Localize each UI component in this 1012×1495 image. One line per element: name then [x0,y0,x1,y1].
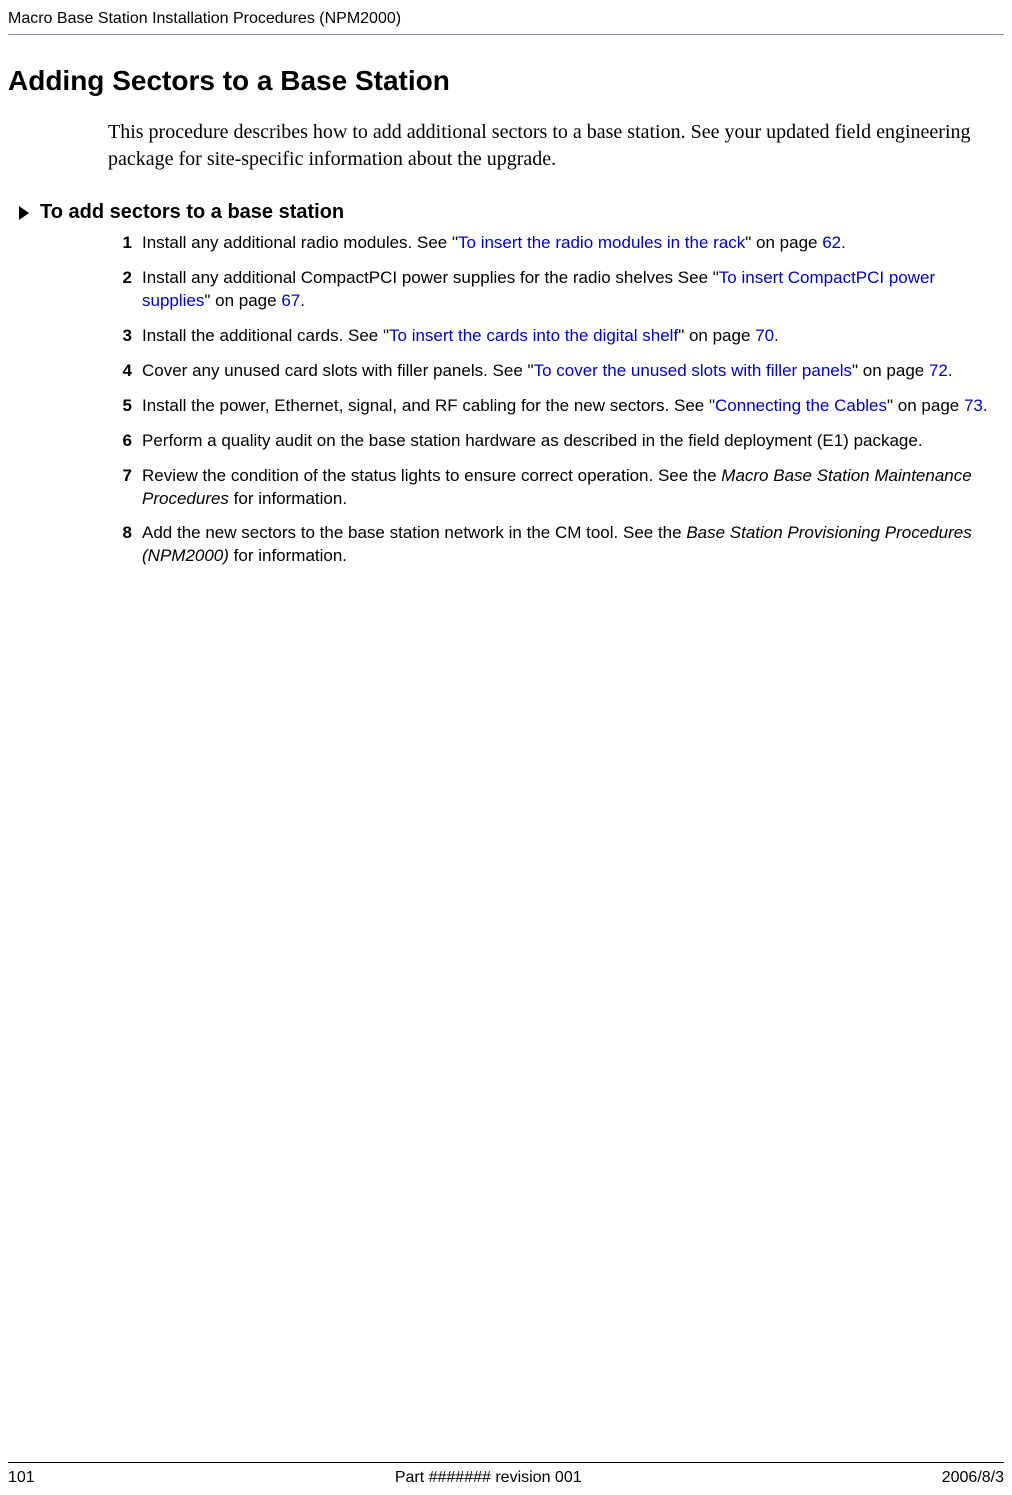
step-text: for information. [229,489,347,508]
step-item: Install the power, Ethernet, signal, and… [108,395,1004,430]
step-text: Cover any unused card slots with filler … [142,361,534,380]
step-text: " on page [678,326,755,345]
task-heading-row: To add sectors to a base station [8,201,1004,224]
cross-ref-link[interactable]: 70 [755,326,774,345]
step-list: Install any additional radio modules. Se… [8,232,1004,580]
step-text: . [774,326,779,345]
step-item: Install any additional radio modules. Se… [108,232,1004,267]
cross-ref-link[interactable]: Connecting the Cables [715,396,887,415]
step-text: " on page [204,291,281,310]
header-rule [8,34,1004,35]
step-text: Install any additional radio modules. Se… [142,233,458,252]
step-text: " on page [887,396,964,415]
step-text: . [983,396,988,415]
cross-ref-link[interactable]: 67 [281,291,300,310]
cross-ref-link[interactable]: To insert the cards into the digital she… [389,326,678,345]
step-text: . [300,291,305,310]
step-text: Install the power, Ethernet, signal, and… [142,396,715,415]
step-item: Review the condition of the status light… [108,465,1004,523]
step-text: Install the additional cards. See " [142,326,389,345]
footer-part: Part ####### revision 001 [395,1469,582,1487]
step-item: Add the new sectors to the base station … [108,522,1004,580]
task-heading: To add sectors to a base station [40,201,344,224]
page-title: Adding Sectors to a Base Station [8,65,1004,97]
cross-ref-link[interactable]: 62 [822,233,841,252]
step-text: Add the new sectors to the base station … [142,523,686,542]
cross-ref-link[interactable]: 72 [929,361,948,380]
step-text: " on page [745,233,822,252]
step-item: Perform a quality audit on the base stat… [108,430,1004,465]
footer-page-number: 101 [8,1469,35,1487]
cross-ref-link[interactable]: 73 [964,396,983,415]
step-item: Cover any unused card slots with filler … [108,360,1004,395]
running-header: Macro Base Station Installation Procedur… [8,10,1004,34]
step-text: " on page [852,361,929,380]
step-item: Install the additional cards. See "To in… [108,325,1004,360]
step-text: . [948,361,953,380]
cross-ref-link[interactable]: To insert the radio modules in the rack [458,233,745,252]
cross-ref-link[interactable]: To cover the unused slots with filler pa… [534,361,852,380]
step-item: Install any additional CompactPCI power … [108,267,1004,325]
page-footer: 101 Part ####### revision 001 2006/8/3 [8,1462,1004,1487]
intro-paragraph: This procedure describes how to add addi… [8,119,1004,173]
step-text: . [841,233,846,252]
step-text: Review the condition of the status light… [142,466,721,485]
step-text: for information. [229,546,347,565]
footer-rule [8,1462,1004,1463]
step-text: Install any additional CompactPCI power … [142,268,719,287]
triangle-bullet-icon [18,205,30,221]
footer-date: 2006/8/3 [942,1469,1004,1487]
step-text: Perform a quality audit on the base stat… [142,431,923,450]
